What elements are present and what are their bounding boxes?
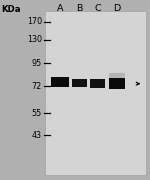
- Text: A: A: [57, 4, 63, 13]
- Bar: [72, 79, 87, 87]
- Text: C: C: [94, 4, 101, 13]
- Text: D: D: [113, 4, 121, 13]
- Text: 170: 170: [27, 17, 42, 26]
- Text: 95: 95: [32, 58, 42, 68]
- Text: 55: 55: [32, 109, 42, 118]
- Text: 43: 43: [32, 130, 42, 140]
- Text: B: B: [76, 4, 83, 13]
- Bar: [90, 79, 105, 88]
- Text: 130: 130: [27, 35, 42, 44]
- Bar: [45, 11, 146, 175]
- Bar: [109, 78, 125, 89]
- Text: KDa: KDa: [2, 5, 21, 14]
- Bar: [51, 77, 69, 87]
- Bar: [109, 73, 125, 80]
- Text: 72: 72: [32, 82, 42, 91]
